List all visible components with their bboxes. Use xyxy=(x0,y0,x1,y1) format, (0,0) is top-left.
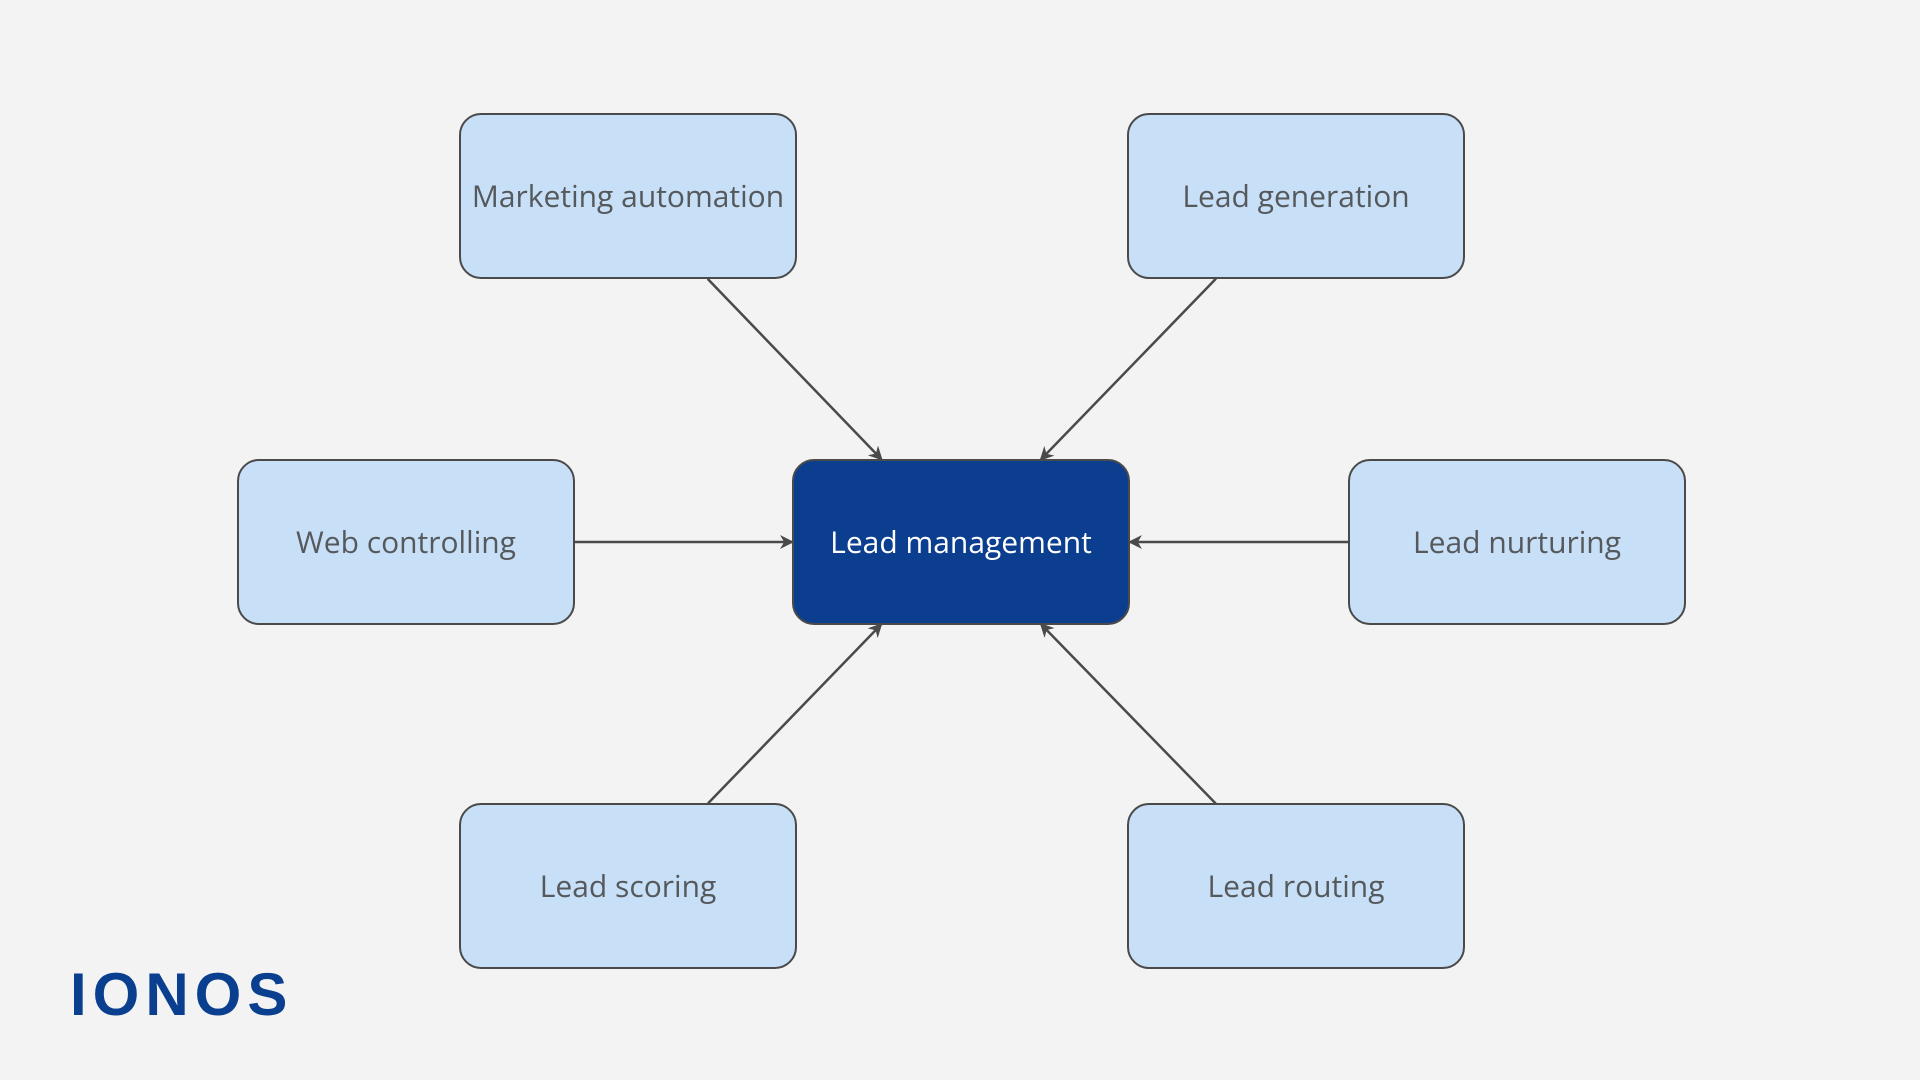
edge-lead-routing-to-center xyxy=(1041,624,1216,803)
node-label: Lead generation xyxy=(1182,178,1409,214)
diagram-canvas: IONOS Lead management Marketing automatio… xyxy=(0,0,1920,1080)
edge-marketing-automation-to-center xyxy=(708,279,882,459)
edge-lead-generation-to-center xyxy=(1041,279,1216,460)
node-lead-nurturing: Lead nurturing xyxy=(1348,459,1686,625)
node-label: Lead scoring xyxy=(540,868,717,904)
node-lead-routing: Lead routing xyxy=(1127,803,1465,969)
edge-lead-scoring-to-center xyxy=(708,625,881,804)
node-web-controlling: Web controlling xyxy=(237,459,575,625)
node-label: Marketing automation xyxy=(472,178,784,214)
node-label: Lead routing xyxy=(1208,868,1385,904)
node-marketing-automation: Marketing automation xyxy=(459,113,797,279)
node-label: Lead nurturing xyxy=(1413,524,1621,560)
node-lead-scoring: Lead scoring xyxy=(459,803,797,969)
node-label: Lead management xyxy=(830,524,1092,560)
ionos-logo: IONOS xyxy=(70,960,293,1029)
node-lead-management: Lead management xyxy=(792,459,1130,625)
node-label: Web controlling xyxy=(296,524,516,560)
node-lead-generation: Lead generation xyxy=(1127,113,1465,279)
